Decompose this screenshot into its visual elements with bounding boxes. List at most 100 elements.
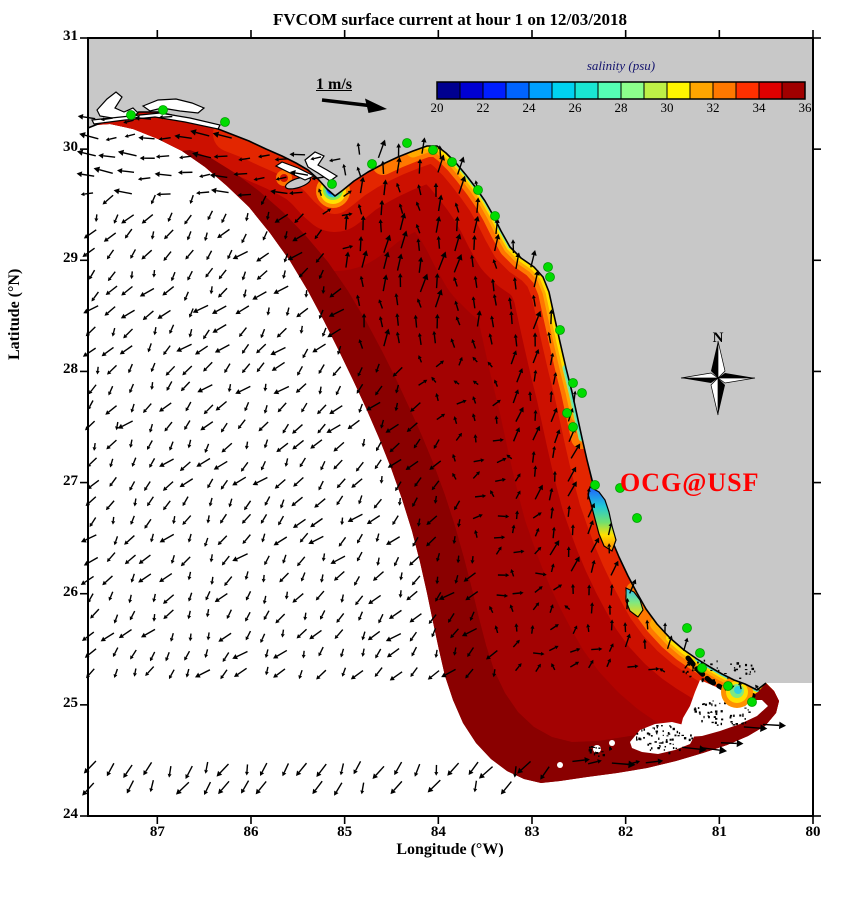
current-arrow — [453, 259, 461, 273]
current-arrow — [512, 641, 518, 648]
current-arrow — [202, 173, 211, 177]
current-arrow — [88, 593, 94, 601]
current-arrow-head — [478, 772, 485, 779]
current-arrow — [241, 157, 251, 161]
current-arrow — [534, 488, 542, 500]
mangrove-stipple — [715, 717, 718, 720]
current-arrow — [236, 250, 248, 258]
current-arrow — [357, 169, 362, 177]
station-marker — [428, 145, 438, 155]
mangrove-stipple — [598, 755, 600, 757]
current-arrow — [283, 270, 286, 276]
current-arrow-head — [220, 428, 225, 433]
current-arrow-head — [418, 355, 422, 360]
mangrove-stipple — [656, 732, 658, 735]
current-arrow-head — [378, 316, 383, 321]
current-arrow-head — [609, 584, 614, 588]
cape-plume — [734, 686, 742, 694]
current-arrow — [531, 628, 534, 634]
current-arrow — [151, 382, 154, 387]
current-arrow-head — [100, 636, 106, 642]
y-tick-label: 25 — [63, 694, 78, 711]
current-arrow — [265, 555, 270, 563]
current-arrow-head — [299, 538, 304, 543]
current-arrow — [430, 779, 441, 790]
current-arrow — [389, 632, 402, 640]
current-arrow — [132, 457, 137, 464]
current-arrow-head — [435, 216, 442, 222]
current-arrow — [550, 510, 553, 519]
mangrove-stipple — [714, 721, 717, 725]
compass-arm-light — [717, 340, 726, 379]
mangrove-stipple — [744, 669, 748, 671]
mangrove-stipple — [662, 734, 664, 737]
current-arrow-head — [317, 410, 322, 415]
current-arrow-head — [422, 273, 429, 281]
mangrove-stipple — [646, 732, 650, 735]
mangrove-stipple — [688, 738, 691, 742]
current-arrow-head — [117, 423, 124, 429]
current-arrow — [217, 155, 228, 158]
current-arrow-head — [344, 214, 349, 220]
current-arrow-head — [220, 519, 224, 524]
current-arrow — [396, 316, 399, 326]
current-arrow — [110, 458, 114, 465]
current-arrow-head — [401, 230, 408, 237]
current-arrow — [610, 587, 613, 596]
mangrove-stipple — [744, 721, 747, 724]
current-arrow-head — [550, 506, 555, 511]
current-arrow-head — [538, 484, 543, 491]
current-arrow-head — [252, 480, 259, 486]
current-arrow-head — [382, 274, 389, 280]
current-arrow — [130, 481, 136, 488]
current-arrow-head — [452, 651, 457, 656]
current-arrow — [756, 687, 761, 691]
current-arrow-head — [309, 634, 315, 640]
current-arrow — [437, 552, 441, 559]
current-arrow-head — [260, 519, 265, 524]
current-arrow — [152, 194, 156, 202]
current-arrow-head — [395, 487, 399, 492]
current-arrow-head — [188, 333, 193, 338]
current-arrow-head — [261, 201, 265, 206]
current-arrow-head — [270, 350, 277, 356]
current-arrow — [532, 513, 540, 519]
current-arrow-head — [472, 380, 477, 385]
current-arrow — [472, 515, 480, 520]
current-arrow-head — [355, 601, 359, 606]
current-arrow-head — [148, 428, 153, 433]
current-arrow-head — [182, 520, 187, 525]
current-arrow — [185, 214, 192, 223]
colorbar-segment — [758, 81, 783, 100]
current-arrow — [607, 525, 612, 536]
current-arrow-head — [376, 561, 381, 566]
current-arrow-head — [190, 129, 197, 136]
current-arrow-head — [244, 506, 248, 511]
mangrove-stipple — [643, 736, 645, 739]
current-arrow — [739, 684, 742, 690]
current-arrow-head — [106, 444, 111, 450]
current-arrow-head — [340, 598, 345, 603]
current-arrow — [359, 240, 362, 252]
current-arrow-head — [413, 444, 418, 449]
current-arrow-head — [76, 149, 84, 156]
current-arrow-head — [538, 586, 543, 590]
current-arrow-head — [130, 578, 135, 583]
current-arrow-head — [241, 276, 246, 281]
current-arrow-head — [492, 259, 497, 264]
current-arrow-head — [436, 235, 441, 240]
current-arrow — [682, 746, 700, 750]
current-arrow — [343, 192, 350, 198]
mangrove-stipple — [708, 702, 711, 705]
current-arrow-head — [129, 443, 133, 448]
current-arrow — [550, 394, 552, 403]
current-arrow-head — [238, 332, 243, 337]
current-arrow — [245, 401, 250, 409]
current-arrow-head — [336, 501, 341, 506]
current-arrow — [85, 631, 95, 639]
current-arrow — [150, 780, 155, 789]
current-arrow — [172, 271, 176, 279]
current-arrow — [148, 496, 154, 504]
colorbar-segment — [574, 81, 599, 100]
current-arrow — [474, 495, 483, 498]
